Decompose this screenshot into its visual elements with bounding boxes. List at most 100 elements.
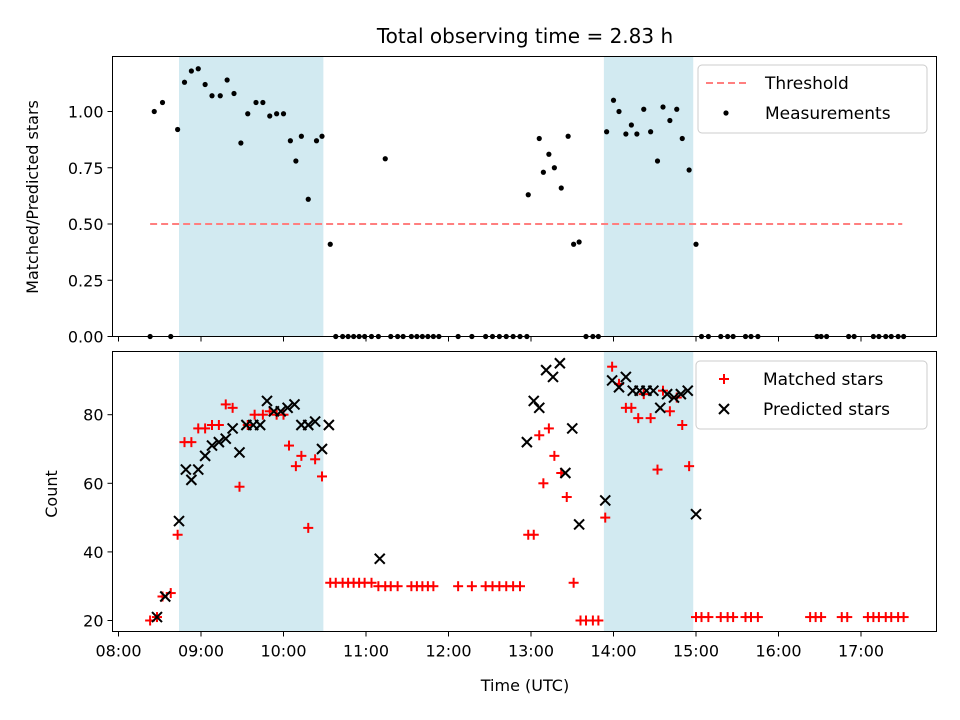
measurement-point bbox=[536, 135, 542, 142]
predicted-star-point bbox=[647, 384, 660, 397]
matched-star-point bbox=[684, 461, 695, 472]
matched-star-point bbox=[728, 612, 739, 623]
measurement-point bbox=[298, 133, 304, 139]
measurement-point bbox=[641, 106, 647, 112]
measurement-point bbox=[202, 81, 208, 88]
matched-star-point bbox=[898, 612, 909, 623]
measurement-point bbox=[565, 133, 571, 139]
measurement-point bbox=[667, 117, 673, 124]
predicted-star-point bbox=[316, 443, 328, 455]
matched-star-point bbox=[534, 430, 545, 441]
predicted-star-point bbox=[302, 419, 314, 431]
predicted-star-point bbox=[192, 463, 204, 476]
x-tick-label: 10:00 bbox=[260, 642, 306, 661]
matched-star-point bbox=[290, 461, 301, 472]
legend-plus-swatch bbox=[719, 374, 729, 384]
predicted-star-point bbox=[199, 450, 211, 462]
matched-star-point bbox=[543, 423, 554, 434]
predicted-star-point bbox=[233, 446, 246, 459]
predicted-star-point bbox=[323, 419, 335, 431]
y-tick-label: 20 bbox=[83, 612, 103, 631]
measurement-point bbox=[260, 99, 266, 106]
legend-entry: Measurements bbox=[723, 104, 891, 124]
measurement-point bbox=[313, 138, 320, 144]
y-tick-label: 60 bbox=[83, 474, 103, 493]
measurement-point bbox=[253, 99, 259, 106]
matched-star-point bbox=[172, 529, 183, 540]
measurement-point bbox=[628, 122, 634, 128]
y-tick-label: 0.25 bbox=[68, 271, 104, 290]
matched-star-point bbox=[466, 581, 477, 592]
top-plot: 0.00 0.25 0.50 0.75 1.00 Matched/Predicted s… bbox=[23, 56, 937, 347]
predicted-star-point bbox=[599, 494, 611, 507]
measurement-point bbox=[616, 108, 622, 115]
measurement-point bbox=[267, 113, 273, 119]
predicted-star-point bbox=[275, 405, 287, 417]
legend-label: Measurements bbox=[765, 104, 891, 124]
predicted-star-point bbox=[159, 590, 171, 603]
bottom-legend: Matched stars Predicted stars bbox=[695, 360, 928, 430]
legend-frame bbox=[695, 360, 928, 430]
matched-star-point bbox=[607, 361, 618, 372]
matched-star-point bbox=[366, 577, 377, 588]
measurement-point bbox=[679, 135, 685, 142]
matched-star-point bbox=[677, 419, 688, 430]
chart-title: Total observing time = 2.83 h bbox=[376, 24, 673, 48]
predicted-star-point bbox=[281, 402, 294, 414]
matched-star-point bbox=[296, 450, 307, 461]
measurement-point bbox=[231, 90, 237, 97]
x-tick-label: 12:00 bbox=[425, 642, 471, 661]
matched-star-point bbox=[549, 450, 560, 461]
predicted-star-point bbox=[533, 402, 545, 414]
shaded-interval bbox=[179, 56, 324, 337]
predicted-star-point bbox=[620, 371, 632, 383]
predicted-star-point bbox=[206, 439, 218, 452]
matched-star-point bbox=[593, 615, 604, 626]
predicted-star-point bbox=[226, 422, 239, 435]
predicted-star-point bbox=[566, 422, 578, 435]
matched-star-point bbox=[600, 512, 611, 523]
bottom-shaded-regions bbox=[179, 351, 694, 632]
x-tick-label: 16:00 bbox=[755, 642, 801, 661]
predicted-star-point bbox=[675, 388, 687, 400]
measurement-point bbox=[654, 158, 661, 164]
measurement-point bbox=[224, 77, 230, 83]
measurement-point bbox=[546, 151, 552, 157]
matched-star-point bbox=[528, 529, 539, 540]
measurement-point bbox=[238, 140, 244, 146]
measurement-point bbox=[604, 129, 610, 135]
y-tick-label: 0.75 bbox=[68, 159, 104, 178]
matched-star-point bbox=[626, 402, 637, 413]
matched-star-point bbox=[186, 437, 197, 448]
measurement-point bbox=[245, 111, 251, 117]
matched-star-point bbox=[752, 612, 763, 623]
predicted-star-point bbox=[690, 508, 702, 520]
y-tick-label: 80 bbox=[83, 406, 103, 425]
predicted-star-point bbox=[613, 381, 625, 393]
bottom-y-axis-label: Count bbox=[42, 470, 61, 518]
predicted-star-point bbox=[374, 553, 386, 565]
y-tick-label: 40 bbox=[83, 543, 103, 562]
matched-star-point bbox=[538, 478, 549, 489]
bottom-axes-frame bbox=[112, 351, 937, 632]
y-tick-label: 0.50 bbox=[68, 215, 104, 234]
measurement-point bbox=[327, 241, 333, 247]
measurement-point bbox=[610, 97, 617, 103]
matched-star-point bbox=[257, 409, 268, 420]
predicted-star-point bbox=[573, 518, 585, 531]
predicted-star-point bbox=[185, 474, 198, 486]
predicted-star-point bbox=[668, 391, 680, 404]
x-tick-label: 14:00 bbox=[590, 642, 636, 661]
x-axis-label: Time (UTC) bbox=[480, 676, 569, 695]
matched-star-point bbox=[645, 413, 656, 424]
measurement-point bbox=[623, 131, 629, 137]
measurement-point bbox=[287, 138, 293, 144]
predicted-star-point bbox=[547, 371, 559, 383]
measurement-point bbox=[660, 104, 666, 110]
measurement-point bbox=[280, 111, 287, 117]
y-tick-label: 1.00 bbox=[68, 103, 104, 122]
measurement-point bbox=[209, 93, 215, 99]
measurement-point bbox=[181, 79, 188, 85]
predicted-star-point bbox=[682, 384, 694, 397]
matched-star-point bbox=[703, 612, 714, 623]
